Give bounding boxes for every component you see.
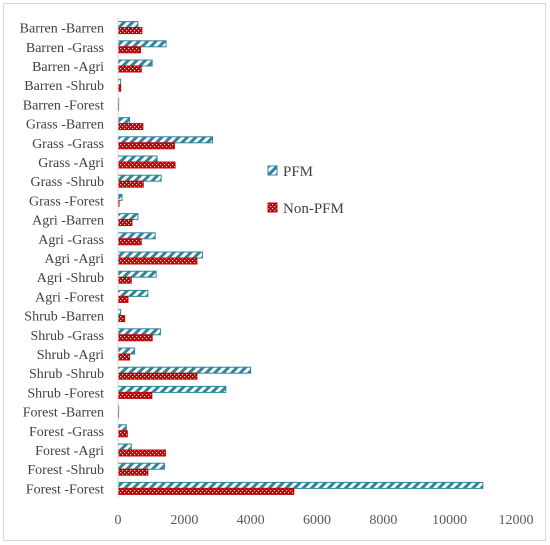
legend-swatch-non-pfm xyxy=(267,202,278,213)
bar-non-pfm-barren-grass xyxy=(117,46,142,54)
bar-pfm-barren-barren xyxy=(117,21,139,29)
category-label-agri-grass: Agri -Grass xyxy=(38,233,104,248)
category-label-shrub-barren: Shrub -Barren xyxy=(24,310,104,325)
category-label-agri-shrub: Agri -Shrub xyxy=(37,271,104,286)
category-label-agri-agri: Agri -Agri xyxy=(45,252,105,267)
bar-non-pfm-shrub-forest xyxy=(117,391,153,399)
legend-label-pfm: PFM xyxy=(283,164,313,180)
bar-non-pfm-forest-grass xyxy=(117,430,128,438)
bar-non-pfm-shrub-agri xyxy=(117,353,131,361)
category-label-barren-barren: Barren -Barren xyxy=(20,22,104,37)
category-label-shrub-shrub: Shrub -Shrub xyxy=(29,367,104,382)
legend-label-non-pfm: Non-PFM xyxy=(283,201,344,217)
bar-non-pfm-grass-barren xyxy=(117,123,144,131)
x-tick-labels: 0 2000 4000 6000 8000 10000 12000 xyxy=(115,513,534,528)
category-label-forest-grass: Forest -Grass xyxy=(29,425,104,440)
bar-pfm-agri-grass xyxy=(117,232,156,240)
bar-pfm-forest-grass xyxy=(117,424,127,432)
category-label-shrub-forest: Shrub -Forest xyxy=(27,386,104,401)
x-tick-label-10000: 10000 xyxy=(432,513,467,528)
bar-pfm-agri-shrub xyxy=(117,270,157,278)
bar-non-pfm-shrub-barren xyxy=(117,315,126,323)
category-label-barren-forest: Barren -Forest xyxy=(23,98,104,113)
category-label-grass-shrub: Grass -Shrub xyxy=(31,175,105,190)
category-label-grass-forest: Grass -Forest xyxy=(29,194,104,209)
category-label-shrub-agri: Shrub -Agri xyxy=(37,348,104,363)
bar-pfm-shrub-grass xyxy=(117,328,161,336)
bar-pfm-grass-grass xyxy=(117,136,214,144)
category-label-forest-barren: Forest -Barren xyxy=(23,406,104,421)
category-label-grass-grass: Grass -Grass xyxy=(32,137,104,152)
bar-pfm-grass-barren xyxy=(117,117,131,125)
bar-non-pfm-barren-agri xyxy=(117,65,142,73)
legend-swatch-pfm xyxy=(267,165,278,176)
bars xyxy=(117,21,484,495)
bar-pfm-barren-grass xyxy=(117,40,167,48)
category-label-grass-barren: Grass -Barren xyxy=(26,118,104,133)
category-label-shrub-grass: Shrub -Grass xyxy=(31,329,105,344)
bar-non-pfm-agri-barren xyxy=(117,219,133,227)
bar-non-pfm-agri-agri xyxy=(117,257,198,265)
category-label-grass-agri: Grass -Agri xyxy=(38,156,104,171)
chart-frame xyxy=(3,3,546,541)
bar-pfm-forest-forest xyxy=(117,481,484,489)
bar-pfm-shrub-shrub xyxy=(117,366,252,374)
category-label-barren-grass: Barren -Grass xyxy=(26,41,104,56)
category-label-barren-shrub: Barren -Shrub xyxy=(24,79,104,94)
x-tick-label-6000: 6000 xyxy=(303,513,331,528)
category-label-forest-shrub: Forest -Shrub xyxy=(27,463,104,478)
bar-non-pfm-forest-forest xyxy=(117,487,295,495)
x-tick-label-8000: 8000 xyxy=(369,513,397,528)
x-tick-label-2000: 2000 xyxy=(170,513,198,528)
category-label-forest-forest: Forest -Forest xyxy=(26,482,104,497)
category-labels: Forest -Forest Forest -Shrub Forest -Agri F… xyxy=(20,22,104,498)
category-label-barren-agri: Barren -Agri xyxy=(32,60,104,75)
bar-non-pfm-agri-forest xyxy=(117,295,129,303)
x-tick-label-12000: 12000 xyxy=(499,513,534,528)
bar-non-pfm-forest-shrub xyxy=(117,468,149,476)
category-label-agri-forest: Agri -Forest xyxy=(35,290,104,305)
bar-pfm-grass-forest xyxy=(117,193,123,201)
category-label-forest-agri: Forest -Agri xyxy=(35,444,104,459)
bar-pfm-agri-agri xyxy=(117,251,204,259)
bar-non-pfm-grass-shrub xyxy=(117,180,144,188)
bar-pfm-forest-shrub xyxy=(117,462,165,470)
bar-non-pfm-barren-barren xyxy=(117,27,143,35)
bar-non-pfm-grass-agri xyxy=(117,161,176,169)
bar-non-pfm-shrub-shrub xyxy=(117,372,198,380)
bar-non-pfm-agri-shrub xyxy=(117,276,132,284)
bar-pfm-shrub-forest xyxy=(117,385,227,393)
bar-non-pfm-forest-agri xyxy=(117,449,166,457)
bar-pfm-grass-shrub xyxy=(117,174,162,182)
bar-pfm-agri-forest xyxy=(117,289,149,297)
category-label-agri-barren: Agri -Barren xyxy=(32,214,104,229)
bar-non-pfm-grass-grass xyxy=(117,142,175,150)
bar-non-pfm-shrub-grass xyxy=(117,334,153,342)
x-tick-label-4000: 4000 xyxy=(237,513,265,528)
bar-pfm-grass-agri xyxy=(117,155,158,163)
legend: PFM Non-PFM xyxy=(267,164,344,217)
x-tick-label-0: 0 xyxy=(115,513,122,528)
bar-non-pfm-agri-grass xyxy=(117,238,142,246)
bar-pfm-forest-agri xyxy=(117,443,132,451)
bar-pfm-barren-agri xyxy=(117,59,153,67)
bar-pfm-shrub-agri xyxy=(117,347,136,355)
bar-pfm-agri-barren xyxy=(117,213,139,221)
